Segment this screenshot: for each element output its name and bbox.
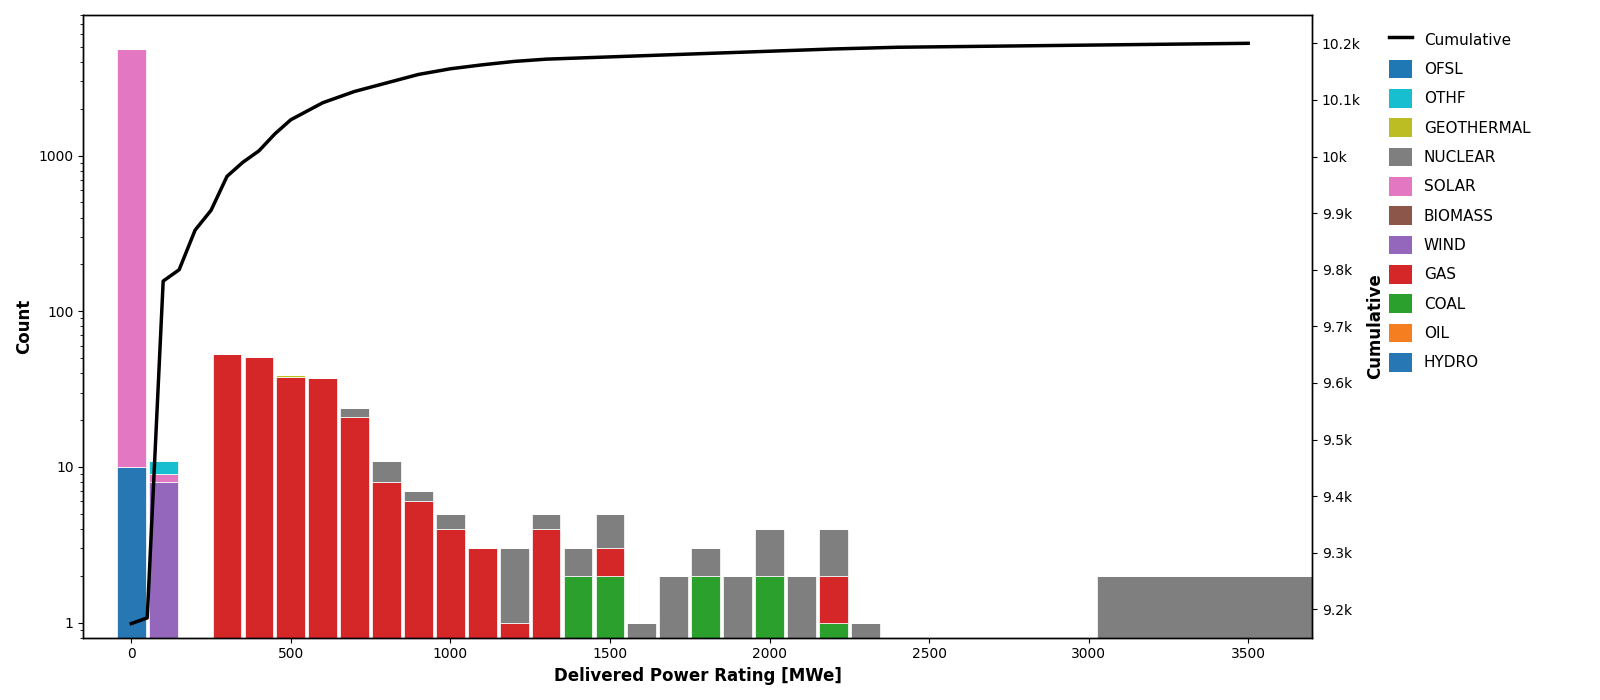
Bar xyxy=(499,548,528,622)
Cumulative xyxy=(186,226,205,234)
Cumulative xyxy=(378,78,397,87)
Cumulative xyxy=(440,64,459,73)
Bar xyxy=(437,514,464,529)
Cumulative xyxy=(282,116,301,124)
Bar xyxy=(149,474,178,482)
Cumulative xyxy=(266,130,285,138)
X-axis label: Delivered Power Rating [MWe]: Delivered Power Rating [MWe] xyxy=(554,667,842,685)
Bar xyxy=(755,576,784,700)
Bar xyxy=(405,501,434,700)
Legend: Cumulative, OFSL, OTHF, GEOTHERMAL, NUCLEAR, SOLAR, BIOMASS, WIND, GAS, COAL, OI: Cumulative, OFSL, OTHF, GEOTHERMAL, NUCL… xyxy=(1381,22,1538,379)
Cumulative xyxy=(154,277,173,286)
Bar xyxy=(149,461,178,474)
Cumulative xyxy=(632,52,651,60)
Cumulative xyxy=(138,614,157,622)
Bar xyxy=(341,416,370,700)
Cumulative xyxy=(122,620,141,628)
Bar xyxy=(723,576,752,700)
Bar xyxy=(341,408,370,416)
Bar xyxy=(277,377,306,700)
Cumulative xyxy=(472,61,491,69)
Cumulative xyxy=(234,158,253,167)
Bar xyxy=(787,576,816,700)
Bar xyxy=(149,482,178,700)
Cumulative xyxy=(218,172,237,181)
Cumulative xyxy=(568,54,587,62)
Y-axis label: Cumulative: Cumulative xyxy=(1366,274,1384,379)
Cumulative xyxy=(170,265,189,274)
Bar xyxy=(627,622,656,700)
Bar xyxy=(213,354,242,700)
Cumulative xyxy=(1238,39,1258,48)
Cumulative xyxy=(410,70,429,78)
Bar xyxy=(691,576,720,700)
Bar xyxy=(437,529,464,700)
Bar xyxy=(117,50,146,467)
Cumulative xyxy=(536,55,555,64)
Bar xyxy=(531,529,560,700)
Bar xyxy=(659,576,688,700)
Bar xyxy=(467,548,496,700)
Line: Cumulative: Cumulative xyxy=(131,43,1248,624)
Cumulative xyxy=(202,206,221,214)
Bar xyxy=(499,622,528,700)
Bar xyxy=(563,576,592,700)
Bar xyxy=(309,379,338,700)
Bar xyxy=(851,622,880,700)
Bar xyxy=(595,514,624,548)
Bar xyxy=(245,357,274,700)
Bar xyxy=(563,548,592,576)
Bar xyxy=(1098,576,1398,700)
Cumulative xyxy=(600,52,619,61)
Bar xyxy=(595,548,624,576)
Cumulative xyxy=(696,49,715,57)
Cumulative xyxy=(888,43,907,52)
Cumulative xyxy=(504,57,523,66)
Y-axis label: Count: Count xyxy=(14,299,34,354)
Bar xyxy=(373,461,402,482)
Bar xyxy=(819,529,848,576)
Cumulative xyxy=(824,45,843,53)
Bar xyxy=(819,622,848,700)
Bar xyxy=(277,375,306,377)
Cumulative xyxy=(728,48,747,57)
Bar xyxy=(405,491,434,501)
Bar xyxy=(691,548,720,576)
Bar xyxy=(755,529,784,576)
Bar xyxy=(373,482,402,700)
Bar xyxy=(595,576,624,700)
Cumulative xyxy=(314,99,333,107)
Cumulative xyxy=(250,147,269,155)
Cumulative xyxy=(760,47,779,55)
Cumulative xyxy=(664,50,683,59)
Bar xyxy=(531,514,560,529)
Bar xyxy=(117,467,146,700)
Cumulative xyxy=(346,88,365,96)
Bar xyxy=(819,576,848,622)
